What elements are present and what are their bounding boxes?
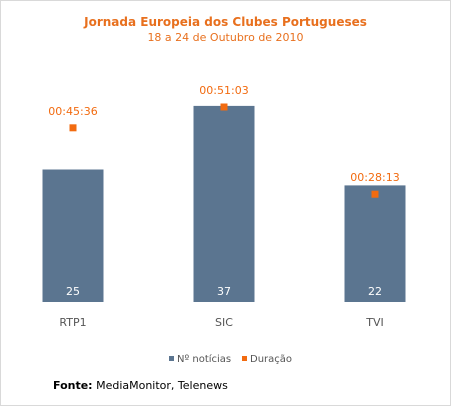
source-note: Fonte: MediaMonitor, Telenews bbox=[53, 379, 228, 392]
bars-layer bbox=[42, 105, 406, 303]
bar-tvi bbox=[344, 185, 406, 302]
markers-layer bbox=[69, 103, 379, 198]
chart-subtitle: 18 a 24 de Outubro de 2010 bbox=[147, 31, 304, 44]
duration-marker bbox=[371, 190, 379, 198]
category-label: RTP1 bbox=[59, 316, 86, 329]
source-label: Fonte: bbox=[53, 379, 93, 392]
duration-marker bbox=[220, 103, 228, 111]
chart-title: Jornada Europeia dos Clubes Portugueses bbox=[84, 15, 367, 29]
category-label: TVI bbox=[365, 316, 384, 329]
legend: Nº notícias Duração bbox=[169, 353, 292, 365]
bar-rtp1 bbox=[42, 169, 104, 302]
legend-label-duracao: Duração bbox=[250, 354, 292, 365]
legend-swatch-noticias bbox=[169, 356, 174, 361]
bar-value-label: 37 bbox=[217, 285, 231, 298]
category-label: SIC bbox=[215, 316, 233, 329]
source-text: MediaMonitor, Telenews bbox=[96, 379, 228, 392]
bar-value-label: 22 bbox=[368, 285, 382, 298]
bar-value-label: 25 bbox=[66, 285, 80, 298]
duration-label: 00:51:03 bbox=[199, 84, 248, 97]
duration-marker bbox=[69, 124, 77, 132]
labels-layer: 25 RTP1 00:45:36 37 SIC 00:51:03 22 TVI 00:28:13 bbox=[48, 84, 399, 329]
legend-label-noticias: Nº notícias bbox=[177, 353, 231, 365]
legend-swatch-duracao bbox=[242, 356, 247, 361]
duration-label: 00:28:13 bbox=[350, 171, 399, 184]
bar-sic bbox=[193, 105, 255, 303]
duration-label: 00:45:36 bbox=[48, 105, 97, 118]
